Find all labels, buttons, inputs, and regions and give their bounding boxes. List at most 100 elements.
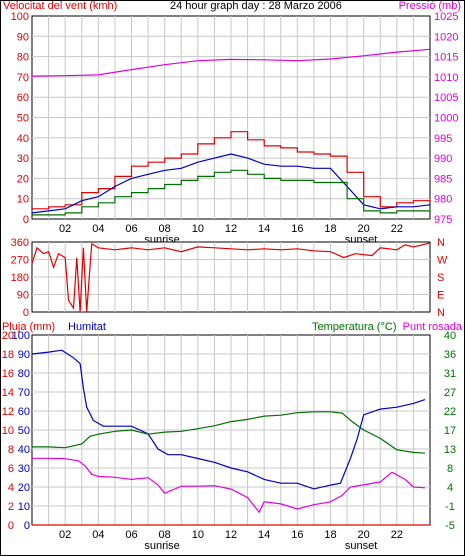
y-tick-rain: 2 (8, 501, 14, 513)
compass-label: W (437, 255, 448, 267)
y-tick-humidity: 20 (18, 482, 30, 494)
y-tick-rain: 4 (8, 482, 14, 494)
x-tick-label: 06 (125, 529, 137, 541)
humidity-axis-title: Humitat (68, 321, 106, 333)
y-tick-humidity: 0 (24, 520, 30, 532)
y-tick-temperature: 36 (444, 349, 456, 361)
y-tick-wind: 10 (17, 194, 29, 206)
y-tick-pressure: 985 (434, 173, 452, 185)
y-tick-rain: 0 (8, 520, 14, 532)
series-line-velocitat-del-vent-kmh- (32, 131, 431, 210)
wind-pressure-series (31, 48, 431, 216)
x-tick-label: 16 (291, 529, 303, 541)
series-line-direction (31, 242, 431, 313)
wind-axis-title: Velocitat del vent (kmh) (3, 0, 117, 12)
y-tick-temperature: 4 (447, 482, 453, 494)
pressure-axis-title: Pressió (mb) (399, 0, 461, 12)
y-tick-wind: 90 (17, 31, 29, 43)
y-tick-pressure: 1025 (434, 11, 458, 23)
rain-humidity-temp-ticks: 024681012141618200102030405060708090100-… (2, 330, 456, 552)
y-tick-wind: 30 (17, 153, 29, 165)
y-tick-rain: 20 (2, 330, 14, 342)
y-tick-pressure: 990 (434, 153, 452, 165)
y-tick-wind: 80 (17, 52, 29, 64)
y-tick-pressure: 1010 (434, 72, 458, 84)
y-tick-pressure: 1005 (434, 92, 458, 104)
x-tick-label: 18 (324, 529, 336, 541)
series-line-punt-rosada (32, 457, 426, 514)
temperature-axis-title: Temperatura (°C) (312, 321, 396, 333)
x-tick-label: 14 (258, 223, 270, 235)
annotation-sunrise: sunrise (144, 540, 179, 552)
x-tick-label: 12 (225, 529, 237, 541)
y-tick-wind: 20 (17, 173, 29, 185)
wind-direction-grid (32, 242, 430, 312)
x-tick-label: 04 (92, 529, 104, 541)
y-tick-rain: 6 (8, 463, 14, 475)
y-tick-temperature: 27 (444, 387, 456, 399)
y-tick-direction: 270 (11, 255, 29, 267)
y-tick-wind: 40 (17, 133, 29, 145)
x-tick-label: 20 (358, 529, 370, 541)
x-tick-label: 06 (125, 223, 137, 235)
y-tick-temperature: 13 (444, 444, 456, 456)
x-tick-label: 14 (258, 529, 270, 541)
dewpoint-axis-title: Punt rosada (403, 321, 463, 333)
x-tick-label: 20 (358, 223, 370, 235)
annotation-sunset: sunset (345, 540, 377, 552)
x-tick-label: 10 (192, 223, 204, 235)
y-tick-temperature: 40 (444, 330, 456, 342)
y-tick-temperature: 22 (444, 406, 456, 418)
y-tick-wind: 100 (11, 11, 29, 23)
y-tick-humidity: 60 (18, 406, 30, 418)
y-tick-pressure: 980 (434, 194, 452, 206)
compass-label: E (437, 290, 444, 302)
x-tick-label: 16 (291, 223, 303, 235)
y-tick-humidity: 90 (18, 349, 30, 361)
x-tick-label: 12 (225, 223, 237, 235)
y-tick-pressure: 1020 (434, 31, 458, 43)
series-line-temperatura-c- (32, 411, 426, 454)
y-tick-humidity: 80 (18, 368, 30, 380)
series-line-humitat (31, 349, 426, 490)
graph-title: 24 hour graph day : 28 Marzo 2006 (170, 0, 342, 12)
y-tick-humidity: 100 (12, 330, 30, 342)
y-tick-rain: 16 (2, 368, 14, 380)
y-tick-wind: 0 (23, 214, 29, 226)
y-tick-temperature: 17 (444, 425, 456, 437)
y-tick-temperature: -1 (445, 501, 455, 513)
series-line-pressi-mb- (31, 48, 431, 77)
x-tick-label: 08 (159, 223, 171, 235)
y-tick-rain: 12 (2, 406, 14, 418)
y-tick-wind: 50 (17, 113, 29, 125)
x-tick-label: 08 (159, 529, 171, 541)
compass-label: N (437, 307, 445, 319)
y-tick-humidity: 70 (18, 387, 30, 399)
wind-pressure-ticks: 0102030405060708090100975980985990995100… (11, 11, 459, 246)
y-tick-pressure: 975 (434, 214, 452, 226)
y-tick-temperature: -5 (445, 520, 455, 532)
rain-axis-title: Pluja (mm) (2, 321, 55, 333)
y-tick-rain: 10 (2, 425, 14, 437)
rain-humidity-temp-series (31, 349, 430, 526)
y-tick-direction: 180 (11, 272, 29, 284)
series-line-min (32, 169, 431, 216)
wind-direction-series (31, 242, 431, 313)
x-tick-label: 10 (192, 529, 204, 541)
y-tick-rain: 8 (8, 444, 14, 456)
y-tick-humidity: 50 (18, 425, 30, 437)
y-tick-humidity: 40 (18, 444, 30, 456)
y-tick-wind: 60 (17, 92, 29, 104)
y-tick-wind: 70 (17, 72, 29, 84)
y-tick-rain: 14 (2, 387, 14, 399)
x-tick-label: 04 (92, 223, 104, 235)
x-tick-label: 18 (324, 223, 336, 235)
y-tick-direction: 360 (11, 237, 29, 249)
y-tick-temperature: 8 (447, 463, 453, 475)
y-tick-pressure: 1015 (434, 52, 458, 64)
x-tick-label: 22 (391, 529, 403, 541)
x-tick-label: 02 (59, 529, 71, 541)
